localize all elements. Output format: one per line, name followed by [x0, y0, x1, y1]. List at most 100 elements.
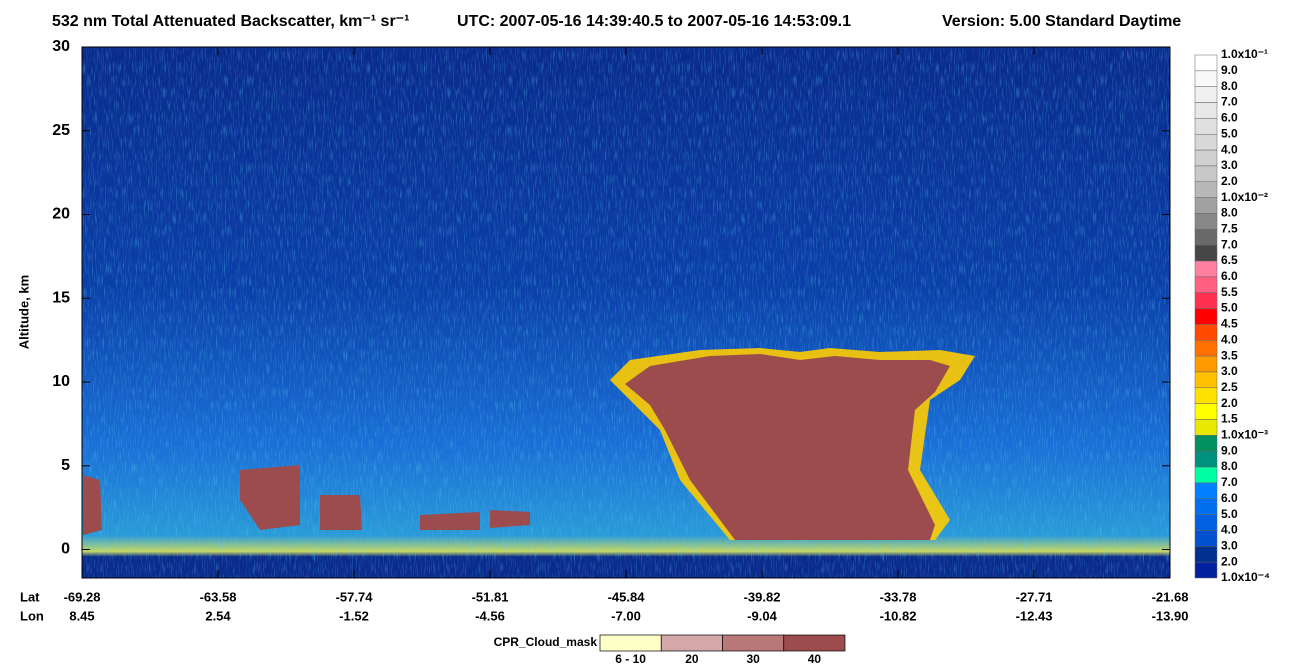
colorbar-box	[1194, 181, 1218, 198]
colorbar-box	[1194, 355, 1218, 373]
lat-tick-label: -63.58	[200, 589, 237, 604]
colorbar-box	[1194, 324, 1218, 341]
y-axis-label: Altitude, km	[16, 275, 31, 349]
lat-tick-label: -21.68	[1152, 589, 1189, 604]
colorbar-box	[1194, 403, 1218, 420]
colorbar-box	[1194, 102, 1218, 119]
y-tick-label: 30	[52, 38, 70, 55]
colorbar-box	[1194, 482, 1218, 500]
colorbar-box	[1194, 149, 1218, 167]
version: Version: 5.00 Standard Daytime	[942, 13, 1181, 30]
colorbar-box	[1194, 308, 1218, 325]
colorbar-label: 6.0	[1221, 111, 1238, 125]
colorbar-label: 5.0	[1221, 507, 1238, 521]
lat-tick-label: -51.81	[472, 589, 509, 604]
colorbar-label: 6.0	[1221, 491, 1238, 505]
colorbar-label: 2.0	[1221, 554, 1238, 568]
lon-tick-label: 8.45	[69, 608, 94, 623]
chart-title: 532 nm Total Attenuated Backscatter, km⁻…	[52, 13, 409, 30]
colorbar-box	[1194, 86, 1218, 103]
colorbar-box	[1194, 118, 1218, 135]
colorbar-label: 4.5	[1221, 317, 1238, 331]
colorbar-label: 6.0	[1221, 269, 1238, 283]
colorbar-box	[1194, 70, 1218, 87]
colorbar-box	[1194, 435, 1218, 452]
colorbar-label: 5.0	[1221, 126, 1238, 140]
colorbar-box	[1194, 546, 1218, 563]
colorbar-label: 8.0	[1221, 79, 1238, 93]
colorbar-box	[1194, 387, 1218, 404]
colorbar-label: 1.0x10⁻¹	[1221, 47, 1268, 61]
colorbar-box	[1194, 244, 1218, 262]
mask-label: 20	[685, 652, 699, 666]
lon-tick-label: -10.82	[880, 608, 917, 623]
colorbar-box	[1194, 229, 1218, 246]
colorbar-box	[1194, 54, 1218, 72]
colorbar-label: 1.0x10⁻³	[1221, 428, 1268, 442]
colorbar-box	[1194, 276, 1218, 293]
mask-box	[660, 634, 723, 652]
colorbar-label: 7.5	[1221, 222, 1238, 236]
colorbar-box	[1194, 466, 1218, 484]
mask-box	[599, 634, 662, 652]
lat-tick-label: -45.84	[608, 589, 646, 604]
colorbar-label: 3.0	[1221, 538, 1238, 552]
colorbar-box	[1194, 561, 1218, 579]
colorbar-label: 9.0	[1221, 63, 1238, 77]
y-tick-label: 20	[52, 206, 70, 223]
mask-box	[722, 634, 785, 652]
lon-tick-label: -1.52	[339, 608, 369, 623]
colorbar-label: 1.0x10⁻⁴	[1221, 570, 1270, 584]
plot-area	[81, 46, 1171, 579]
lat-tick-label: -69.28	[64, 589, 101, 604]
colorbar-label: 3.0	[1221, 158, 1238, 172]
y-tick-label: 0	[61, 541, 70, 558]
colorbar-label: 2.5	[1221, 380, 1238, 394]
colorbar-label: 7.0	[1221, 237, 1238, 251]
colorbar-label: 4.0	[1221, 523, 1238, 537]
y-tick-label: 25	[52, 122, 70, 139]
colorbar-label: 6.5	[1221, 253, 1238, 267]
colorbar-box	[1194, 292, 1218, 309]
y-tick-label: 10	[52, 373, 70, 390]
colorbar-label: 3.5	[1221, 348, 1238, 362]
colorbar-label: 9.0	[1221, 443, 1238, 457]
colorbar-label: 8.0	[1221, 206, 1238, 220]
colorbar-label: 8.0	[1221, 459, 1238, 473]
colorbar-label: 4.0	[1221, 142, 1238, 156]
lon-tick-label: -4.56	[475, 608, 505, 623]
colorbar-box	[1194, 165, 1218, 183]
y-tick-label: 15	[52, 289, 70, 306]
colorbar-label: 5.0	[1221, 301, 1238, 315]
colorbar-label: 3.0	[1221, 364, 1238, 378]
colorbar-box	[1194, 419, 1218, 436]
colorbar-label: 5.5	[1221, 285, 1238, 299]
lon-label: Lon	[20, 608, 44, 623]
colorbar-label: 1.0x10⁻²	[1221, 190, 1268, 204]
utc-range: UTC: 2007-05-16 14:39:40.5 to 2007-05-16…	[457, 13, 851, 30]
mask-label: 40	[808, 652, 822, 666]
colorbar-box	[1194, 498, 1218, 515]
lon-tick-label: -12.43	[1016, 608, 1053, 623]
colorbar-box	[1194, 260, 1218, 278]
mask-box	[783, 634, 846, 652]
colorbar-box	[1194, 197, 1218, 214]
lon-tick-label: -7.00	[611, 608, 641, 623]
lon-tick-label: -13.90	[1152, 608, 1189, 623]
lon-tick-label: 2.54	[205, 608, 231, 623]
colorbar-box	[1194, 371, 1218, 389]
colorbar-box	[1194, 450, 1218, 468]
colorbar-label: 7.0	[1221, 475, 1238, 489]
colorbar-box	[1194, 514, 1218, 531]
lat-tick-label: -39.82	[744, 589, 781, 604]
colorbar-label: 1.5	[1221, 412, 1238, 426]
colorbar-label: 2.0	[1221, 174, 1238, 188]
colorbar-label: 4.0	[1221, 332, 1238, 346]
lat-tick-label: -27.71	[1016, 589, 1053, 604]
colorbar-label: 7.0	[1221, 95, 1238, 109]
mask-title: CPR_Cloud_mask	[494, 635, 598, 649]
colorbar-box	[1194, 133, 1218, 151]
lat-tick-label: -57.74	[336, 589, 374, 604]
y-tick-label: 5	[61, 457, 70, 474]
